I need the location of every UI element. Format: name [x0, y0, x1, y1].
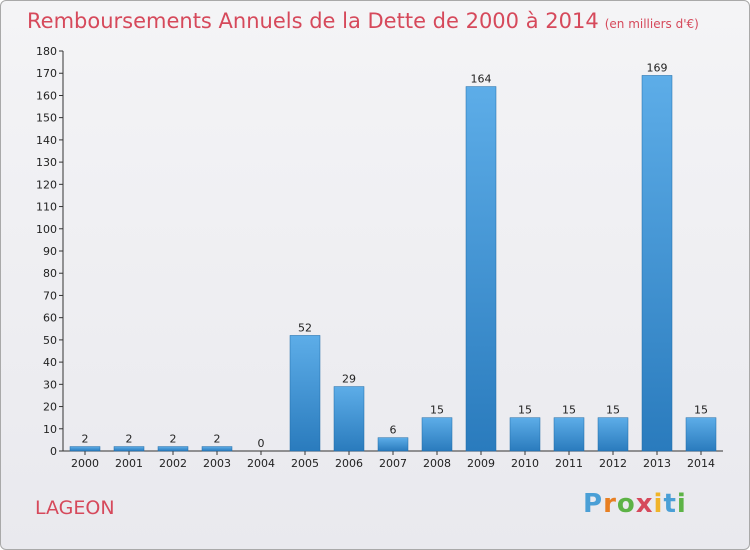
- bar-layer: 2 2 2 2 0 52 29 6 15 164 15 15 15 169 15: [69, 61, 717, 452]
- y-tick-label: 30: [43, 378, 57, 391]
- y-tick-label: 90: [43, 245, 57, 258]
- y-tick-label: 130: [36, 156, 57, 169]
- logo-letter: i: [653, 489, 664, 519]
- x-tick-label-2001: 2001: [115, 457, 143, 470]
- x-tick-label-2012: 2012: [599, 457, 627, 470]
- y-tick-label: 0: [50, 445, 57, 458]
- y-tick-label: 110: [36, 201, 57, 214]
- data-label-2003: 2: [214, 433, 221, 446]
- data-label-2009: 164: [471, 73, 492, 86]
- x-tick-label-2003: 2003: [203, 457, 231, 470]
- bar-2012: [597, 417, 629, 452]
- bar-2001: [113, 446, 145, 452]
- data-label-2007: 6: [390, 424, 397, 437]
- data-label-2012: 15: [606, 404, 620, 417]
- x-tick-label-2006: 2006: [335, 457, 363, 470]
- bar-2005: [289, 335, 321, 452]
- y-tick-label: 140: [36, 134, 57, 147]
- bar-2009: [465, 86, 497, 452]
- x-tick-label-2014: 2014: [687, 457, 715, 470]
- y-tick-label: 60: [43, 312, 57, 325]
- logo-letter: P: [583, 489, 604, 519]
- data-label-2014: 15: [694, 404, 708, 417]
- axis-layer: 0102030405060708090100110120130140150160…: [36, 45, 723, 470]
- x-tick-label-2009: 2009: [467, 457, 495, 470]
- logo-letter: t: [663, 489, 677, 519]
- x-tick-label-2000: 2000: [71, 457, 99, 470]
- bar-2007: [377, 437, 409, 452]
- bar-2011: [553, 417, 585, 452]
- data-label-2005: 52: [298, 321, 312, 334]
- data-label-2001: 2: [126, 433, 133, 446]
- x-tick-label-2002: 2002: [159, 457, 187, 470]
- y-tick-label: 180: [36, 45, 57, 58]
- chart-title-text: Remboursements Annuels de la Dette de 20…: [27, 9, 599, 33]
- x-tick-label-2008: 2008: [423, 457, 451, 470]
- logo-letter: x: [635, 489, 654, 519]
- data-label-2008: 15: [430, 404, 444, 417]
- x-tick-label-2007: 2007: [379, 457, 407, 470]
- logo-letter: o: [616, 489, 636, 519]
- x-tick-label-2013: 2013: [643, 457, 671, 470]
- y-tick-label: 120: [36, 178, 57, 191]
- x-tick-label-2005: 2005: [291, 457, 319, 470]
- x-tick-label-2011: 2011: [555, 457, 583, 470]
- data-label-2004: 0: [258, 437, 265, 450]
- data-label-2002: 2: [170, 433, 177, 446]
- y-tick-label: 40: [43, 356, 57, 369]
- bar-2002: [157, 446, 189, 452]
- logo-letter: i: [676, 489, 687, 519]
- proxiti-logo[interactable]: Proxiti: [583, 489, 687, 519]
- bar-2008: [421, 417, 453, 452]
- y-tick-label: 80: [43, 267, 57, 280]
- bar-2000: [69, 446, 101, 452]
- bar-2006: [333, 386, 365, 452]
- y-tick-label: 150: [36, 112, 57, 125]
- data-label-2013: 169: [647, 61, 668, 74]
- data-label-2010: 15: [518, 404, 532, 417]
- bar-2010: [509, 417, 541, 452]
- data-label-2011: 15: [562, 404, 576, 417]
- logo-letter: r: [603, 489, 617, 519]
- bar-2014: [685, 417, 717, 452]
- data-label-2006: 29: [342, 373, 356, 386]
- chart-title: Remboursements Annuels de la Dette de 20…: [27, 9, 699, 33]
- y-tick-label: 20: [43, 401, 57, 414]
- bar-2003: [201, 446, 233, 452]
- x-tick-label-2010: 2010: [511, 457, 539, 470]
- bar-2013: [641, 75, 673, 452]
- x-tick-label-2004: 2004: [247, 457, 275, 470]
- place-name: LAGEON: [35, 497, 115, 519]
- data-label-2000: 2: [82, 433, 89, 446]
- y-tick-label: 100: [36, 223, 57, 236]
- y-tick-label: 70: [43, 289, 57, 302]
- y-tick-label: 160: [36, 89, 57, 102]
- y-tick-label: 170: [36, 67, 57, 80]
- y-tick-label: 10: [43, 423, 57, 436]
- y-tick-label: 50: [43, 334, 57, 347]
- chart-unit-note: (en milliers d'€): [604, 17, 699, 31]
